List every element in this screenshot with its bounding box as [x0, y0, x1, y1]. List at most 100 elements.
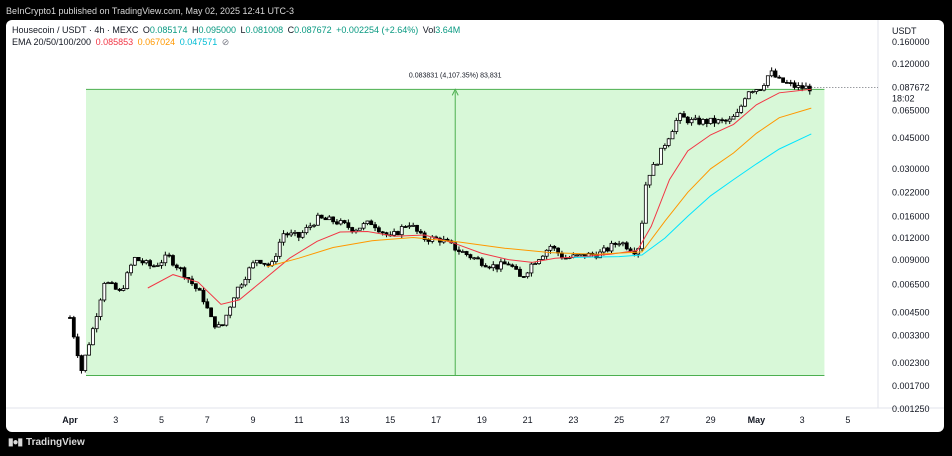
- candle-down: [426, 239, 431, 242]
- ema-line-20: [147, 88, 812, 305]
- candle-up: [655, 163, 660, 166]
- eye-off-icon[interactable]: ⊘: [221, 37, 230, 47]
- candle-up: [678, 113, 683, 121]
- chart-panel[interactable]: 0.083831 (4,107.35%) 83,831 0.160000 0.120…: [6, 20, 944, 432]
- candle-up: [407, 225, 412, 228]
- candle-down: [220, 324, 225, 327]
- candle-up: [540, 255, 545, 260]
- candle-up: [277, 241, 282, 257]
- x-tick-label: 5: [845, 415, 850, 425]
- candle-down: [807, 85, 812, 92]
- candle-up: [544, 249, 549, 257]
- candle-up: [251, 262, 255, 269]
- candle-down: [193, 283, 198, 289]
- candle-down: [140, 260, 145, 264]
- candle-down: [468, 254, 473, 259]
- y-tick-label: 0.012000: [892, 233, 930, 243]
- candle-down: [685, 116, 690, 124]
- candle-up: [304, 227, 309, 234]
- candle-up: [247, 267, 252, 280]
- candle-up: [132, 257, 137, 266]
- symbol-label: Housecoin / USDT · 4h · MEXC: [12, 25, 139, 35]
- candle-up: [754, 89, 759, 93]
- candle-down: [792, 82, 797, 88]
- candle-up: [769, 70, 774, 77]
- candle-up: [670, 131, 675, 140]
- y-tick-label: 0.022000: [892, 187, 930, 197]
- candle-down: [403, 226, 408, 228]
- close-value: 0.087672: [294, 25, 332, 35]
- candle-down: [266, 263, 271, 266]
- candle-up: [796, 85, 801, 88]
- candle-up: [731, 115, 736, 120]
- candle-up: [674, 120, 679, 132]
- candle-down: [262, 262, 267, 265]
- ema-label: EMA 20/50/100/200: [12, 37, 92, 47]
- low-label: L: [240, 25, 246, 35]
- candle-down: [342, 220, 347, 224]
- candle-up: [106, 282, 111, 285]
- candle-down: [483, 265, 488, 268]
- candle-up: [254, 259, 259, 264]
- candle-up: [659, 147, 663, 165]
- candle-down: [167, 254, 172, 257]
- candle-up: [228, 306, 233, 316]
- y-tick-label: 0.160000: [892, 37, 930, 47]
- candle-down: [197, 288, 202, 291]
- candle-down: [506, 263, 511, 266]
- candle-up: [239, 284, 244, 288]
- brand-name: TradingView: [26, 437, 85, 448]
- candle-down: [113, 282, 118, 290]
- ema-line-50: [266, 107, 812, 268]
- ema-legend: EMA 20/50/100/200 0.085853 0.067024 0.04…: [12, 36, 229, 48]
- ema20-value: 0.085853: [95, 37, 134, 47]
- candle-down: [373, 224, 377, 229]
- candle-down: [213, 316, 217, 328]
- candle-up: [617, 243, 622, 246]
- candle-down: [605, 247, 610, 252]
- y-tick-label: 0.030000: [892, 164, 930, 174]
- x-tick-label: 29: [706, 415, 716, 425]
- x-tick-label: 21: [523, 415, 533, 425]
- candle-up: [647, 174, 652, 186]
- candle-up: [765, 75, 770, 86]
- ohlc-legend: Housecoin / USDT · 4h · MEXC O0.085174 H…: [12, 24, 462, 36]
- y-tick-label: 0.004500: [892, 307, 930, 317]
- candle-down: [71, 317, 76, 338]
- tradingview-logo-icon: ▮●▮: [8, 437, 23, 448]
- candle-down: [319, 214, 324, 219]
- candle-down: [785, 81, 789, 84]
- candle-up: [87, 344, 91, 356]
- x-tick-label: 11: [294, 415, 303, 425]
- candle-up: [693, 117, 698, 120]
- candle-down: [518, 268, 522, 277]
- candle-down: [190, 278, 194, 285]
- candle-down: [720, 119, 724, 122]
- candle-up: [232, 297, 236, 308]
- price-chart[interactable]: 0.083831 (4,107.35%) 83,831 0.160000 0.120…: [6, 20, 944, 432]
- candle-up: [662, 145, 667, 149]
- candle-down: [350, 227, 355, 233]
- candle-up: [235, 286, 240, 299]
- candle-up: [308, 225, 313, 228]
- candle-down: [613, 242, 618, 245]
- candle-up: [529, 263, 534, 274]
- candle-up: [125, 272, 130, 289]
- candle-down: [758, 89, 763, 91]
- candle-up: [743, 98, 747, 107]
- candle-up: [159, 262, 164, 266]
- candle-up: [609, 242, 614, 252]
- candle-down: [510, 264, 515, 267]
- candle-down: [201, 289, 206, 303]
- candle-down: [712, 117, 717, 124]
- candle-up: [327, 216, 332, 221]
- candle-up: [716, 119, 721, 124]
- candle-up: [666, 138, 671, 146]
- high-label: H: [191, 25, 199, 35]
- candle-down: [331, 216, 336, 223]
- candle-up: [357, 227, 362, 231]
- y-tick-label: 0.045000: [892, 133, 930, 143]
- candle-up: [274, 255, 278, 263]
- open-label: O: [142, 25, 150, 35]
- candle-up: [460, 251, 465, 253]
